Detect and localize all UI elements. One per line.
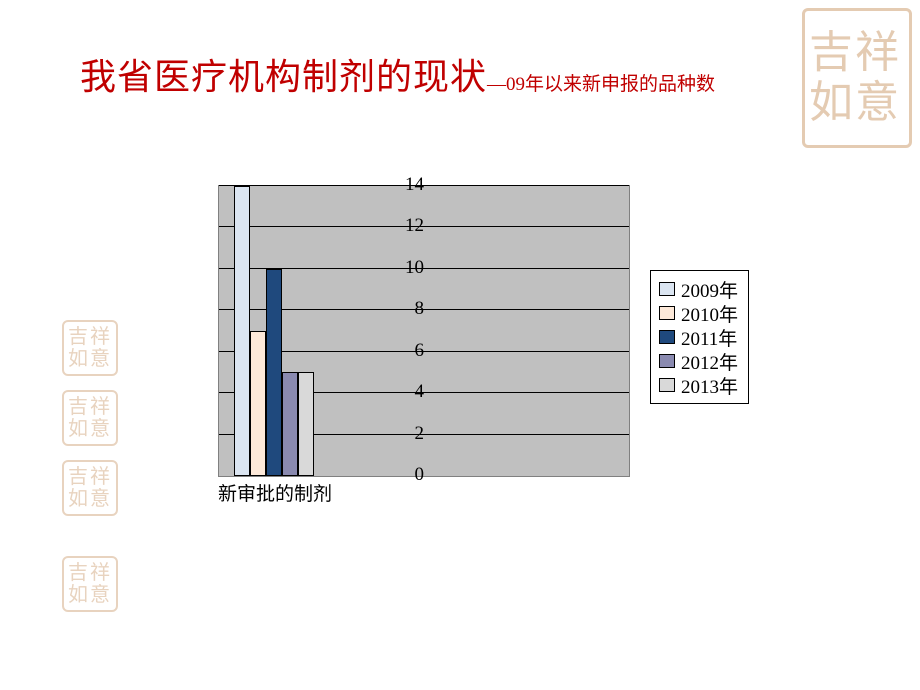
chart-plot-area bbox=[218, 185, 630, 477]
legend-swatch bbox=[659, 282, 675, 296]
seal-decor-l1: 吉祥如意 bbox=[62, 320, 118, 376]
y-tick-label: 6 bbox=[388, 340, 424, 362]
legend-label: 2010年 bbox=[681, 300, 738, 327]
seal-decor-l2: 吉祥如意 bbox=[62, 390, 118, 446]
legend-item: 2011年 bbox=[659, 325, 738, 349]
slide: 吉祥如意 吉祥如意 吉祥如意 吉祥如意 吉祥如意 我省医疗机构制剂的现状—09年… bbox=[0, 0, 920, 690]
bar-2012年 bbox=[282, 372, 298, 476]
legend-label: 2011年 bbox=[681, 324, 737, 351]
legend-item: 2013年 bbox=[659, 373, 738, 397]
legend-swatch bbox=[659, 330, 675, 344]
grid-line bbox=[219, 226, 629, 227]
x-axis-label: 新审批的制剂 bbox=[218, 479, 332, 506]
legend-label: 2012年 bbox=[681, 348, 738, 375]
title-sub: —09年以来新申报的品种数 bbox=[487, 74, 715, 95]
seal-text: 吉祥如意 bbox=[62, 556, 118, 612]
legend-swatch bbox=[659, 354, 675, 368]
seal-text: 吉祥如意 bbox=[62, 320, 118, 376]
y-tick-label: 8 bbox=[388, 298, 424, 320]
legend-label: 2009年 bbox=[681, 276, 738, 303]
chart-legend: 2009年2010年2011年2012年2013年 bbox=[650, 270, 749, 404]
title-main: 我省医疗机构制剂的现状 bbox=[80, 57, 487, 97]
bar-chart: 02468101214 新审批的制剂 2009年2010年2011年2012年2… bbox=[180, 185, 800, 505]
slide-title: 我省医疗机构制剂的现状—09年以来新申报的品种数 bbox=[80, 48, 715, 100]
y-tick-label: 14 bbox=[388, 174, 424, 196]
legend-swatch bbox=[659, 378, 675, 392]
seal-text: 吉祥如意 bbox=[802, 8, 912, 148]
y-tick-label: 12 bbox=[388, 215, 424, 237]
seal-text: 吉祥如意 bbox=[62, 460, 118, 516]
bar-2011年 bbox=[266, 269, 282, 476]
y-tick-label: 0 bbox=[388, 464, 424, 486]
bar-2013年 bbox=[298, 372, 314, 476]
legend-swatch bbox=[659, 306, 675, 320]
legend-item: 2009年 bbox=[659, 277, 738, 301]
y-tick-label: 2 bbox=[388, 423, 424, 445]
seal-decor-l3: 吉祥如意 bbox=[62, 460, 118, 516]
legend-item: 2012年 bbox=[659, 349, 738, 373]
seal-text: 吉祥如意 bbox=[62, 390, 118, 446]
seal-decor-tr: 吉祥如意 bbox=[802, 8, 912, 148]
y-tick-label: 4 bbox=[388, 381, 424, 403]
legend-label: 2013年 bbox=[681, 372, 738, 399]
legend-item: 2010年 bbox=[659, 301, 738, 325]
bar-2010年 bbox=[250, 331, 266, 476]
bar-2009年 bbox=[234, 186, 250, 476]
grid-line bbox=[219, 185, 629, 186]
y-tick-label: 10 bbox=[388, 257, 424, 279]
seal-decor-l4: 吉祥如意 bbox=[62, 556, 118, 612]
